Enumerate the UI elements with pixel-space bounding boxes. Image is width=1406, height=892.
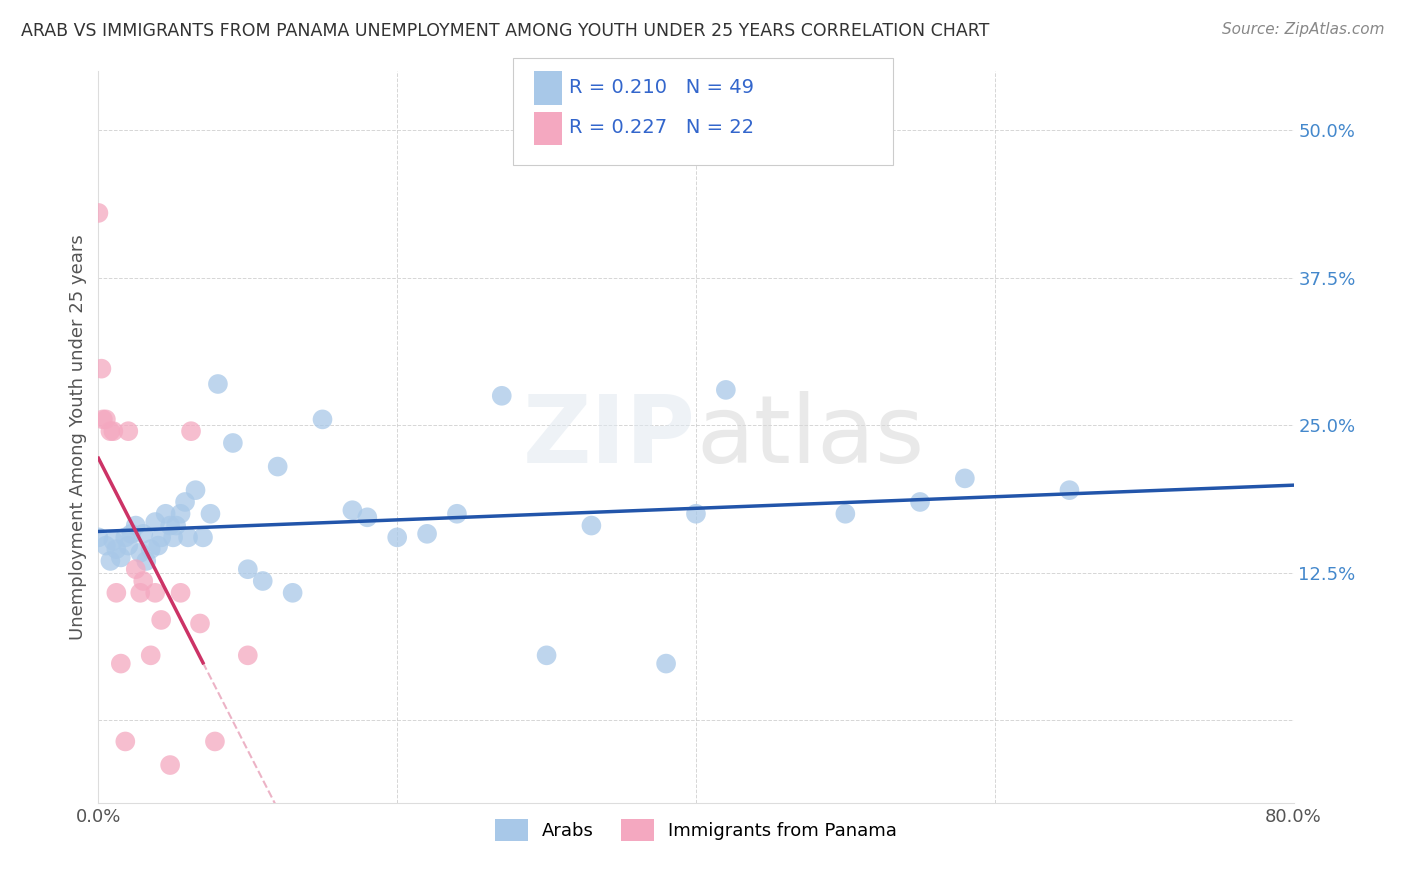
Point [105,542,128,557]
Point [114,530,136,544]
Point [139,648,162,663]
Point [143,586,166,600]
Text: ZIP: ZIP [523,391,696,483]
Point [165,518,187,533]
Point [150,530,173,544]
Point [252,574,274,588]
Point [155,507,177,521]
Text: R = 0.227   N = 22: R = 0.227 N = 22 [569,118,755,137]
Point [87,206,110,220]
Point [159,518,181,533]
Point [180,424,202,438]
Point [342,503,364,517]
Point [356,510,378,524]
Point [491,389,513,403]
Point [200,507,222,521]
Point [117,539,139,553]
Point [169,586,191,600]
Point [120,526,142,541]
Point [132,526,155,541]
Point [143,515,166,529]
Point [129,546,152,560]
Point [446,507,468,521]
Point [204,734,226,748]
Point [267,459,290,474]
Point [103,424,125,438]
Point [110,550,132,565]
Point [281,586,304,600]
Point [1059,483,1081,498]
Point [91,412,114,426]
Legend: Arabs, Immigrants from Panama: Arabs, Immigrants from Panama [488,812,904,848]
Point [169,507,191,521]
Point [177,530,200,544]
Y-axis label: Unemployment Among Youth under 25 years: Unemployment Among Youth under 25 years [69,235,87,640]
Point [139,542,162,557]
Point [236,648,259,663]
Point [103,533,125,548]
Point [148,539,170,553]
Point [129,586,152,600]
Point [908,495,931,509]
Point [94,539,117,553]
Point [188,616,211,631]
Point [98,424,122,438]
Point [236,562,259,576]
Point [222,436,245,450]
Point [416,526,439,541]
Point [98,554,122,568]
Point [132,574,155,588]
Point [159,758,181,772]
Point [207,376,229,391]
Point [385,530,409,544]
Point [105,586,128,600]
Point [94,412,117,426]
Point [184,483,207,498]
Point [581,518,603,533]
Point [162,530,184,544]
Point [125,518,148,533]
Point [90,361,112,376]
Point [117,424,139,438]
Point [714,383,737,397]
Point [135,554,157,568]
Point [655,657,678,671]
Point [834,507,856,521]
Point [685,507,707,521]
Point [150,613,173,627]
Text: ARAB VS IMMIGRANTS FROM PANAMA UNEMPLOYMENT AMONG YOUTH UNDER 25 YEARS CORRELATI: ARAB VS IMMIGRANTS FROM PANAMA UNEMPLOYM… [21,22,990,40]
Text: atlas: atlas [696,391,924,483]
Point [114,734,136,748]
Point [536,648,558,663]
Text: Source: ZipAtlas.com: Source: ZipAtlas.com [1222,22,1385,37]
Point [953,471,976,485]
Point [174,495,197,509]
Text: R = 0.210   N = 49: R = 0.210 N = 49 [569,78,755,97]
Point [125,562,148,576]
Point [110,657,132,671]
Point [311,412,333,426]
Point [191,530,214,544]
Point [87,530,110,544]
